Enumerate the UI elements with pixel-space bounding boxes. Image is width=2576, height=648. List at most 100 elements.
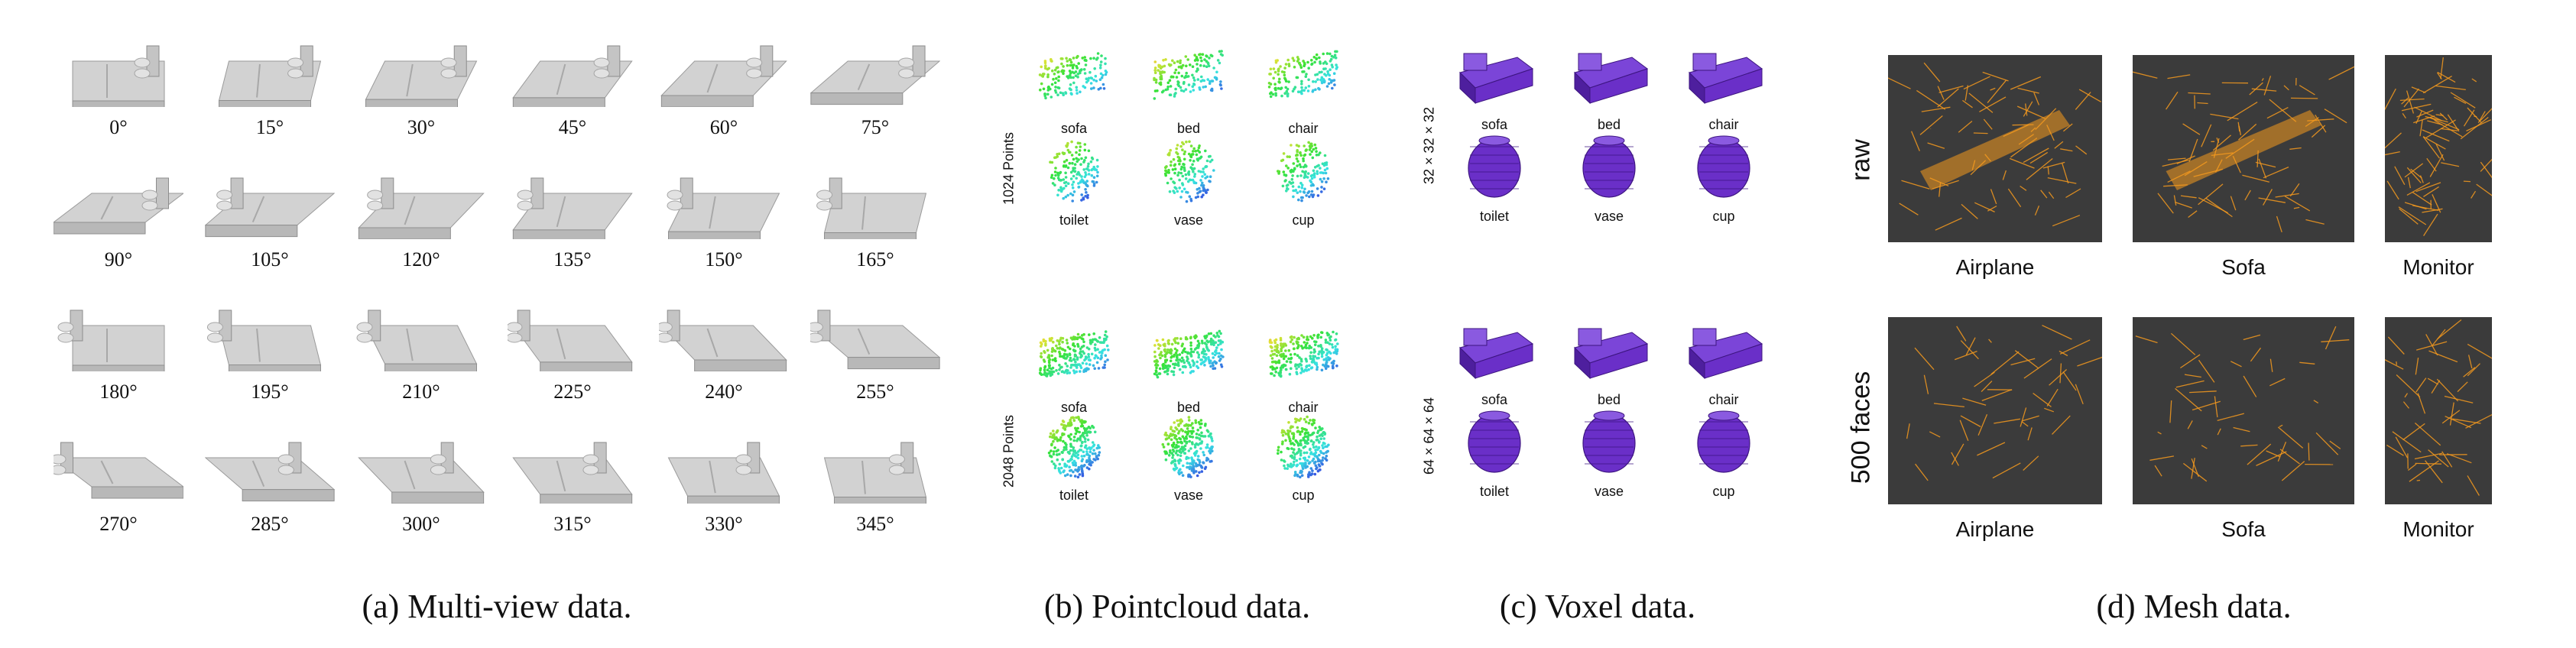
- angle-label: 195°: [251, 381, 289, 403]
- angle-label: 120°: [402, 248, 440, 271]
- mesh-object-label: Airplane: [1955, 255, 2035, 279]
- bed-render-icon: [810, 427, 940, 504]
- object-label: bed: [1597, 117, 1621, 132]
- bed-render-icon: [356, 427, 486, 504]
- row-label-raw: raw: [1846, 139, 1876, 181]
- cup-pointcloud-icon: [1257, 138, 1349, 206]
- sofa-voxel-icon: [1449, 313, 1540, 386]
- mesh-object-label: Sofa: [2221, 255, 2266, 279]
- monitor-mesh-icon: [2385, 55, 2492, 242]
- angle-label: 150°: [705, 248, 743, 271]
- object-label: chair: [1708, 117, 1739, 132]
- angle-label: 90°: [104, 248, 133, 271]
- angle-label: 225°: [553, 381, 592, 403]
- sofa-pointcloud-icon: [1028, 46, 1120, 115]
- object-label: vase: [1173, 488, 1204, 503]
- bed-render-icon: [356, 163, 486, 239]
- object-label: chair: [1708, 392, 1739, 407]
- angle-label: 135°: [553, 248, 592, 271]
- panel-mesh: raw 500 faces Airplane Sofa Monitor Airplan…: [1827, 0, 2576, 648]
- bed-voxel-icon: [1563, 38, 1655, 111]
- row-label-2048: 2048 Points: [1001, 414, 1017, 488]
- angle-label: 165°: [856, 248, 894, 271]
- bed-render-icon: [508, 295, 638, 371]
- angle-label: 30°: [407, 116, 436, 138]
- object-label: toilet: [1059, 212, 1089, 228]
- bed-render-icon: [205, 427, 335, 504]
- caption-mesh: (d) Mesh data.: [2096, 588, 2292, 625]
- bed-render-icon: [54, 163, 183, 239]
- angle-label: 345°: [856, 513, 894, 535]
- vase-voxel-icon: [1563, 130, 1655, 202]
- angle-label: 60°: [709, 116, 738, 138]
- angle-label: 300°: [402, 513, 440, 535]
- row-label-1024: 1024 Points: [1001, 131, 1017, 206]
- bed-render-icon: [659, 163, 789, 239]
- angle-label: 210°: [402, 381, 440, 403]
- angle-label: 240°: [705, 381, 743, 403]
- object-label: sofa: [1060, 400, 1088, 415]
- object-label: toilet: [1059, 488, 1089, 503]
- bed-render-icon: [54, 427, 183, 504]
- vase-voxel-icon: [1563, 405, 1655, 478]
- row-label-500faces: 500 faces: [1846, 371, 1876, 484]
- bed-render-icon: [508, 31, 638, 107]
- object-label: sofa: [1481, 117, 1508, 132]
- object-label: toilet: [1479, 209, 1510, 224]
- object-label: bed: [1176, 400, 1201, 415]
- mesh-object-label: Sofa: [2221, 517, 2266, 541]
- mesh-object-label: Monitor: [2402, 517, 2474, 541]
- sofa-voxel-icon: [1449, 38, 1540, 111]
- chair-voxel-icon: [1678, 313, 1770, 386]
- caption-multiview: (a) Multi-view data.: [362, 588, 632, 625]
- bed-render-icon: [54, 295, 183, 371]
- vase-pointcloud-icon: [1143, 413, 1234, 481]
- toilet-pointcloud-icon: [1028, 138, 1120, 206]
- chair-pointcloud-icon: [1257, 46, 1349, 115]
- airplane-mesh-icon: [1888, 55, 2102, 242]
- panel-voxel: 32 × 32 × 32 64 × 64 × 64 sofa bed chair to…: [1406, 0, 1804, 648]
- toilet-voxel-icon: [1449, 405, 1540, 478]
- bed-render-icon: [54, 31, 183, 107]
- vase-pointcloud-icon: [1143, 138, 1234, 206]
- bed-render-icon: [659, 295, 789, 371]
- monitor-mesh-icon: [2385, 317, 2492, 504]
- row-label-32: 32 × 32 × 32: [1421, 106, 1437, 185]
- angle-label: 0°: [109, 116, 128, 138]
- bed-render-icon: [810, 31, 940, 107]
- bed-render-icon: [356, 31, 486, 107]
- cup-voxel-icon: [1678, 405, 1770, 478]
- angle-label: 330°: [705, 513, 743, 535]
- panel-pointcloud: 1024 Points 2048 Points sofa bed chair toil…: [986, 0, 1384, 648]
- angle-label: 270°: [99, 513, 138, 535]
- object-label: cup: [1712, 484, 1735, 499]
- object-label: chair: [1288, 400, 1319, 415]
- object-label: bed: [1176, 121, 1201, 136]
- bed-render-icon: [205, 295, 335, 371]
- object-label: cup: [1292, 212, 1315, 228]
- panel-multiview: 0° 15° 30° 45° 60° 75° 90° 105° 120° 135° 150° 165°…: [0, 0, 971, 648]
- row-label-64: 64 × 64 × 64: [1421, 397, 1437, 475]
- object-label: chair: [1288, 121, 1319, 136]
- caption-voxel: (c) Voxel data.: [1499, 588, 1696, 625]
- object-label: sofa: [1060, 121, 1088, 136]
- caption-pointcloud: (b) Pointcloud data.: [1043, 588, 1311, 625]
- angle-label: 180°: [99, 381, 138, 403]
- object-label: cup: [1712, 209, 1735, 224]
- object-label: vase: [1594, 209, 1624, 224]
- bed-render-icon: [205, 31, 335, 107]
- bed-render-icon: [508, 427, 638, 504]
- chair-pointcloud-icon: [1257, 325, 1349, 394]
- object-label: toilet: [1479, 484, 1510, 499]
- object-label: cup: [1292, 488, 1315, 503]
- sofa-mesh-icon: [2133, 317, 2354, 504]
- angle-label: 255°: [856, 381, 894, 403]
- airplane-mesh-icon: [1888, 317, 2102, 504]
- object-label: vase: [1594, 484, 1624, 499]
- bed-render-icon: [659, 31, 789, 107]
- cup-pointcloud-icon: [1257, 413, 1349, 481]
- bed-render-icon: [205, 163, 335, 239]
- toilet-pointcloud-icon: [1028, 413, 1120, 481]
- chair-voxel-icon: [1678, 38, 1770, 111]
- object-label: sofa: [1481, 392, 1508, 407]
